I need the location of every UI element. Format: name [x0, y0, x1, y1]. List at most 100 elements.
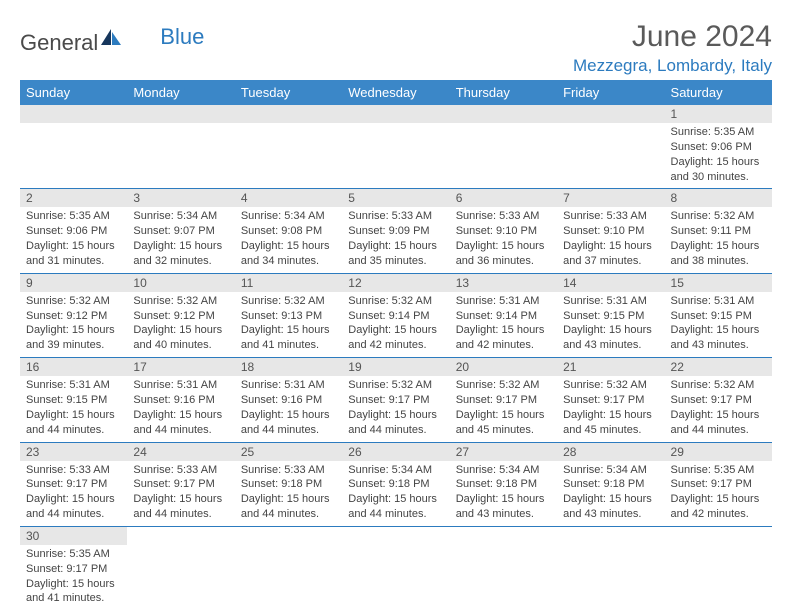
sunset-text: Sunset: 9:16 PM [133, 393, 228, 408]
daylight-text-2: and 37 minutes. [563, 254, 658, 269]
day-content: Sunrise: 5:35 AMSunset: 9:17 PMDaylight:… [20, 545, 127, 610]
daylight-text-2: and 42 minutes. [671, 507, 766, 522]
day-number-empty [20, 105, 127, 123]
daylight-text: Daylight: 15 hours [671, 323, 766, 338]
weekday-header: Wednesday [342, 80, 449, 105]
sunrise-text: Sunrise: 5:33 AM [563, 209, 658, 224]
sunset-text: Sunset: 9:15 PM [671, 309, 766, 324]
weekday-header-row: Sunday Monday Tuesday Wednesday Thursday… [20, 80, 772, 105]
daylight-text-2: and 43 minutes. [456, 507, 551, 522]
calendar-cell [20, 105, 127, 189]
daylight-text: Daylight: 15 hours [241, 492, 336, 507]
calendar-cell [557, 105, 664, 189]
day-content: Sunrise: 5:34 AMSunset: 9:18 PMDaylight:… [342, 461, 449, 526]
day-content: Sunrise: 5:32 AMSunset: 9:17 PMDaylight:… [450, 376, 557, 441]
sunset-text: Sunset: 9:10 PM [563, 224, 658, 239]
calendar-cell: 28Sunrise: 5:34 AMSunset: 9:18 PMDayligh… [557, 442, 664, 526]
sunset-text: Sunset: 9:17 PM [348, 393, 443, 408]
day-number: 9 [20, 274, 127, 292]
day-content: Sunrise: 5:34 AMSunset: 9:08 PMDaylight:… [235, 207, 342, 272]
day-number: 7 [557, 189, 664, 207]
sunrise-text: Sunrise: 5:32 AM [671, 209, 766, 224]
daylight-text: Daylight: 15 hours [563, 239, 658, 254]
weekday-header: Friday [557, 80, 664, 105]
location-text: Mezzegra, Lombardy, Italy [573, 56, 772, 76]
daylight-text-2: and 39 minutes. [26, 338, 121, 353]
sunset-text: Sunset: 9:17 PM [133, 477, 228, 492]
calendar-cell [342, 105, 449, 189]
day-content: Sunrise: 5:35 AMSunset: 9:17 PMDaylight:… [665, 461, 772, 526]
day-content: Sunrise: 5:33 AMSunset: 9:17 PMDaylight:… [127, 461, 234, 526]
sunrise-text: Sunrise: 5:31 AM [563, 294, 658, 309]
daylight-text-2: and 34 minutes. [241, 254, 336, 269]
sunset-text: Sunset: 9:17 PM [456, 393, 551, 408]
calendar-cell: 26Sunrise: 5:34 AMSunset: 9:18 PMDayligh… [342, 442, 449, 526]
daylight-text: Daylight: 15 hours [671, 492, 766, 507]
daylight-text: Daylight: 15 hours [133, 492, 228, 507]
weekday-header: Tuesday [235, 80, 342, 105]
calendar-cell: 19Sunrise: 5:32 AMSunset: 9:17 PMDayligh… [342, 358, 449, 442]
sunset-text: Sunset: 9:16 PM [241, 393, 336, 408]
sunset-text: Sunset: 9:17 PM [671, 393, 766, 408]
sunrise-text: Sunrise: 5:32 AM [133, 294, 228, 309]
sunset-text: Sunset: 9:15 PM [563, 309, 658, 324]
calendar-cell: 1Sunrise: 5:35 AMSunset: 9:06 PMDaylight… [665, 105, 772, 189]
day-number: 18 [235, 358, 342, 376]
sail-icon [100, 28, 122, 51]
daylight-text-2: and 35 minutes. [348, 254, 443, 269]
daylight-text: Daylight: 15 hours [26, 577, 121, 592]
daylight-text-2: and 44 minutes. [241, 507, 336, 522]
day-number-empty [450, 105, 557, 123]
daylight-text: Daylight: 15 hours [348, 408, 443, 423]
daylight-text: Daylight: 15 hours [348, 323, 443, 338]
daylight-text: Daylight: 15 hours [671, 239, 766, 254]
day-number: 21 [557, 358, 664, 376]
daylight-text: Daylight: 15 hours [456, 323, 551, 338]
calendar-cell: 27Sunrise: 5:34 AMSunset: 9:18 PMDayligh… [450, 442, 557, 526]
daylight-text: Daylight: 15 hours [456, 239, 551, 254]
sunrise-text: Sunrise: 5:33 AM [348, 209, 443, 224]
day-number: 22 [665, 358, 772, 376]
daylight-text: Daylight: 15 hours [26, 239, 121, 254]
day-number: 11 [235, 274, 342, 292]
daylight-text: Daylight: 15 hours [241, 323, 336, 338]
day-content: Sunrise: 5:33 AMSunset: 9:10 PMDaylight:… [450, 207, 557, 272]
daylight-text: Daylight: 15 hours [26, 492, 121, 507]
calendar-row: 30Sunrise: 5:35 AMSunset: 9:17 PMDayligh… [20, 526, 772, 610]
calendar-cell [235, 105, 342, 189]
header: General Blue June 2024 Mezzegra, Lombard… [20, 20, 772, 76]
weekday-header: Saturday [665, 80, 772, 105]
sunset-text: Sunset: 9:18 PM [348, 477, 443, 492]
day-content: Sunrise: 5:34 AMSunset: 9:18 PMDaylight:… [557, 461, 664, 526]
daylight-text-2: and 44 minutes. [671, 423, 766, 438]
calendar-cell: 9Sunrise: 5:32 AMSunset: 9:12 PMDaylight… [20, 273, 127, 357]
sunset-text: Sunset: 9:17 PM [26, 477, 121, 492]
calendar-table: Sunday Monday Tuesday Wednesday Thursday… [20, 80, 772, 610]
day-number: 16 [20, 358, 127, 376]
sunrise-text: Sunrise: 5:35 AM [671, 463, 766, 478]
calendar-cell: 12Sunrise: 5:32 AMSunset: 9:14 PMDayligh… [342, 273, 449, 357]
daylight-text-2: and 40 minutes. [133, 338, 228, 353]
sunset-text: Sunset: 9:18 PM [563, 477, 658, 492]
daylight-text: Daylight: 15 hours [133, 239, 228, 254]
day-number-empty [342, 105, 449, 123]
calendar-row: 2Sunrise: 5:35 AMSunset: 9:06 PMDaylight… [20, 189, 772, 273]
calendar-row: 9Sunrise: 5:32 AMSunset: 9:12 PMDaylight… [20, 273, 772, 357]
day-content: Sunrise: 5:33 AMSunset: 9:09 PMDaylight:… [342, 207, 449, 272]
sunset-text: Sunset: 9:13 PM [241, 309, 336, 324]
day-content: Sunrise: 5:34 AMSunset: 9:18 PMDaylight:… [450, 461, 557, 526]
calendar-cell: 7 Sunrise: 5:33 AMSunset: 9:10 PMDaylight… [557, 189, 664, 273]
calendar-cell: 2Sunrise: 5:35 AMSunset: 9:06 PMDaylight… [20, 189, 127, 273]
sunset-text: Sunset: 9:06 PM [671, 140, 766, 155]
sunset-text: Sunset: 9:17 PM [563, 393, 658, 408]
calendar-cell [235, 526, 342, 610]
calendar-row: 16Sunrise: 5:31 AMSunset: 9:15 PMDayligh… [20, 358, 772, 442]
sunset-text: Sunset: 9:14 PM [456, 309, 551, 324]
sunrise-text: Sunrise: 5:32 AM [348, 378, 443, 393]
sunrise-text: Sunrise: 5:35 AM [26, 547, 121, 562]
day-number: 15 [665, 274, 772, 292]
daylight-text-2: and 43 minutes. [563, 507, 658, 522]
sunrise-text: Sunrise: 5:34 AM [456, 463, 551, 478]
calendar-cell: 6Sunrise: 5:33 AMSunset: 9:10 PMDaylight… [450, 189, 557, 273]
daylight-text-2: and 44 minutes. [348, 507, 443, 522]
